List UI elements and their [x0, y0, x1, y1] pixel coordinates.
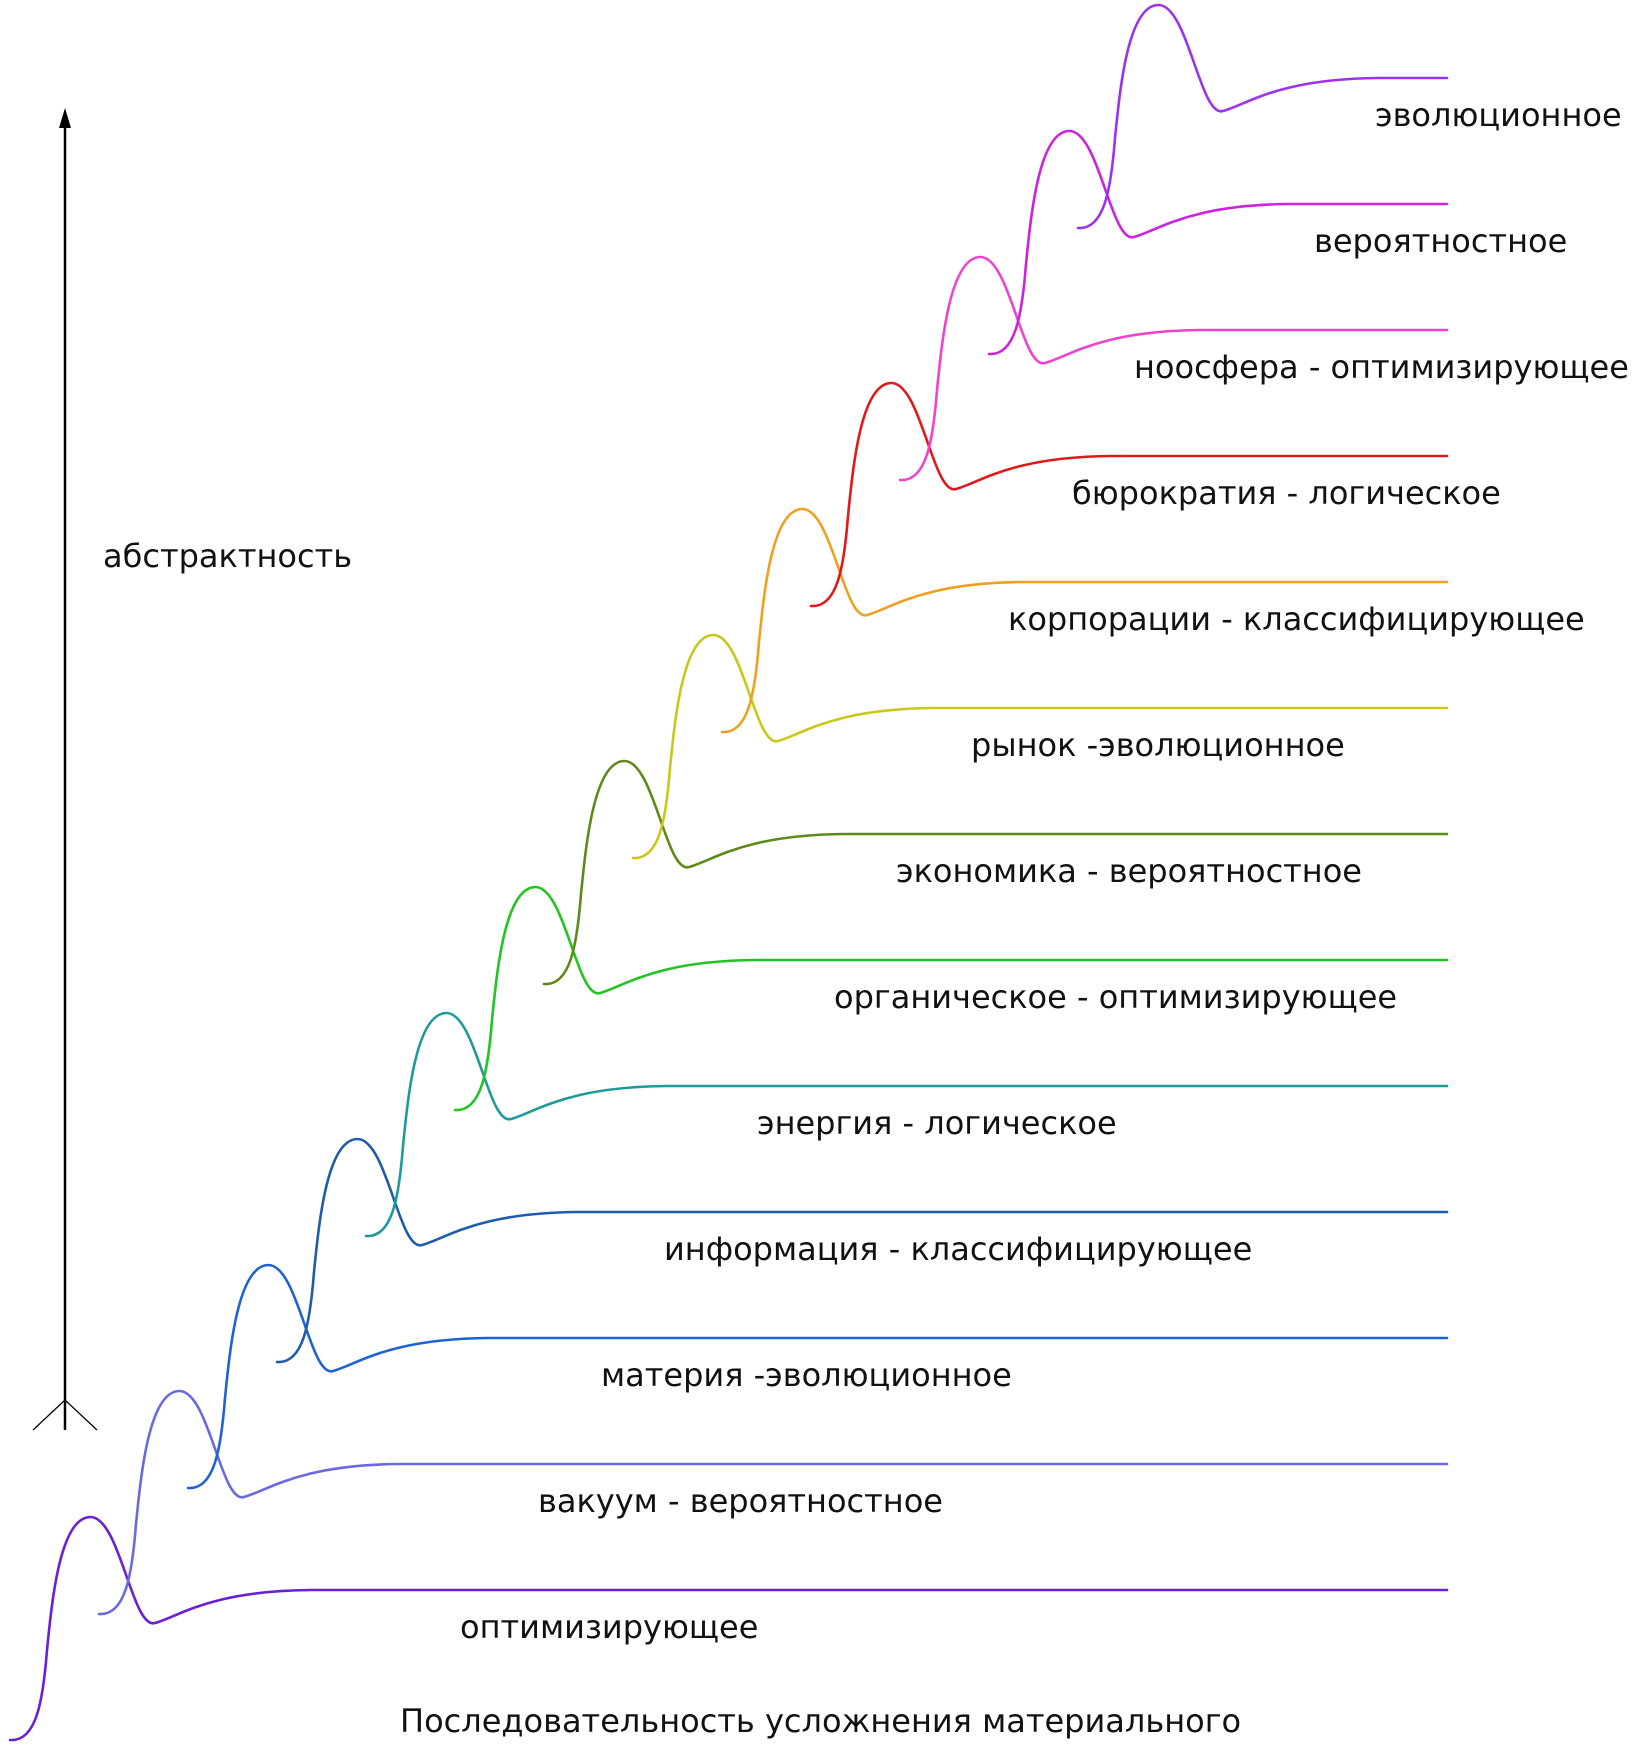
level-13: эволюционное	[1076, 3, 1622, 230]
level-curve	[542, 759, 1449, 986]
level-label: органическое - оптимизирующее	[834, 978, 1397, 1016]
level-label: рынок -эволюционное	[971, 726, 1345, 764]
level-label: вакуум - вероятностное	[538, 1482, 943, 1520]
level-curve	[809, 381, 1449, 608]
level-1: оптимизирующее	[8, 1515, 1449, 1742]
level-3: материя -эволюционное	[186, 1263, 1449, 1490]
abstraction-axis	[32, 108, 98, 1431]
level-label: материя -эволюционное	[601, 1356, 1012, 1394]
level-12: вероятностное	[987, 129, 1567, 356]
level-label: экономика - вероятностное	[896, 852, 1362, 890]
level-curve	[97, 1389, 1449, 1616]
caption: Последовательность усложнения материальн…	[400, 1702, 1241, 1740]
level-curve	[631, 633, 1449, 860]
level-label: ноосфера - оптимизирующее	[1134, 348, 1629, 386]
axis-tail-left	[32, 1399, 66, 1431]
level-curve	[275, 1137, 1449, 1364]
axis-arrow-icon	[59, 108, 71, 128]
level-curve	[364, 1011, 1449, 1238]
level-curve	[720, 507, 1449, 734]
level-7: экономика - вероятностное	[542, 759, 1449, 986]
level-label: информация - классифицирующее	[664, 1230, 1252, 1268]
levels-group: оптимизирующее вакуум - вероятностное мате…	[8, 3, 1629, 1742]
level-label: оптимизирующее	[460, 1608, 758, 1646]
axis-label: абстрактность	[103, 537, 352, 575]
level-curve	[898, 255, 1449, 482]
level-curve	[453, 885, 1449, 1112]
level-label: бюрократия - логическое	[1072, 474, 1501, 512]
level-curve	[1076, 3, 1449, 230]
level-4: информация - классифицирующее	[275, 1137, 1449, 1364]
level-label: эволюционное	[1375, 96, 1622, 134]
level-curve	[186, 1263, 1449, 1490]
level-curve	[987, 129, 1449, 356]
level-curve	[8, 1515, 1449, 1742]
level-11: ноосфера - оптимизирующее	[898, 255, 1629, 482]
level-label: энергия - логическое	[757, 1104, 1117, 1142]
level-label: вероятностное	[1314, 222, 1567, 260]
level-8: рынок -эволюционное	[631, 633, 1449, 860]
level-6: органическое - оптимизирующее	[453, 885, 1449, 1112]
level-2: вакуум - вероятностное	[97, 1389, 1449, 1616]
level-10: бюрократия - логическое	[809, 381, 1501, 608]
axis-tail-right	[64, 1399, 98, 1431]
level-5: энергия - логическое	[364, 1011, 1449, 1238]
level-label: корпорации - классифицирующее	[1008, 600, 1585, 638]
level-9: корпорации - классифицирующее	[720, 507, 1585, 734]
